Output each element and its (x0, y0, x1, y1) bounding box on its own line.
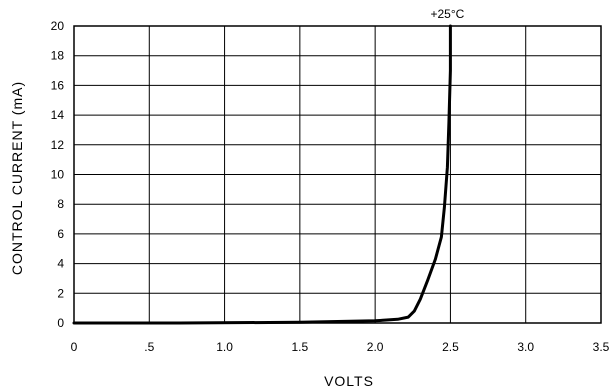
x-tick-label: 0 (71, 340, 78, 354)
temperature-annotation: +25°C (431, 7, 465, 21)
y-tick-label: 2 (57, 286, 64, 300)
plot-grid (73, 25, 602, 324)
y-tick-label: 8 (57, 197, 64, 211)
y-tick-label: 12 (51, 138, 65, 152)
y-tick-label: 4 (57, 257, 64, 271)
x-tick-label: 3.0 (517, 340, 534, 354)
y-tick-label: 0 (57, 316, 64, 330)
y-tick-label: 6 (57, 227, 64, 241)
y-tick-label: 20 (51, 19, 65, 33)
y-tick-label: 18 (51, 49, 65, 63)
x-tick-label: 2.0 (367, 340, 384, 354)
x-tick-label: 3.5 (593, 340, 610, 354)
x-axis-ticks: 0 .5 1.0 1.5 2.0 2.5 3.0 3.5 (71, 340, 610, 354)
y-tick-label: 16 (51, 78, 65, 92)
y-axis-label: CONTROL CURRENT (mA) (9, 81, 25, 275)
y-tick-label: 10 (51, 168, 65, 182)
x-axis-label: VOLTS (324, 373, 374, 389)
x-tick-label: 2.5 (442, 340, 459, 354)
x-tick-label: 1.0 (216, 340, 233, 354)
x-tick-label: .5 (144, 340, 154, 354)
data-series-line (72, 24, 452, 325)
y-tick-label: 14 (51, 108, 65, 122)
x-tick-label: 1.5 (292, 340, 309, 354)
y-axis-ticks: 0 2 4 6 8 10 12 14 16 18 20 (51, 19, 65, 330)
